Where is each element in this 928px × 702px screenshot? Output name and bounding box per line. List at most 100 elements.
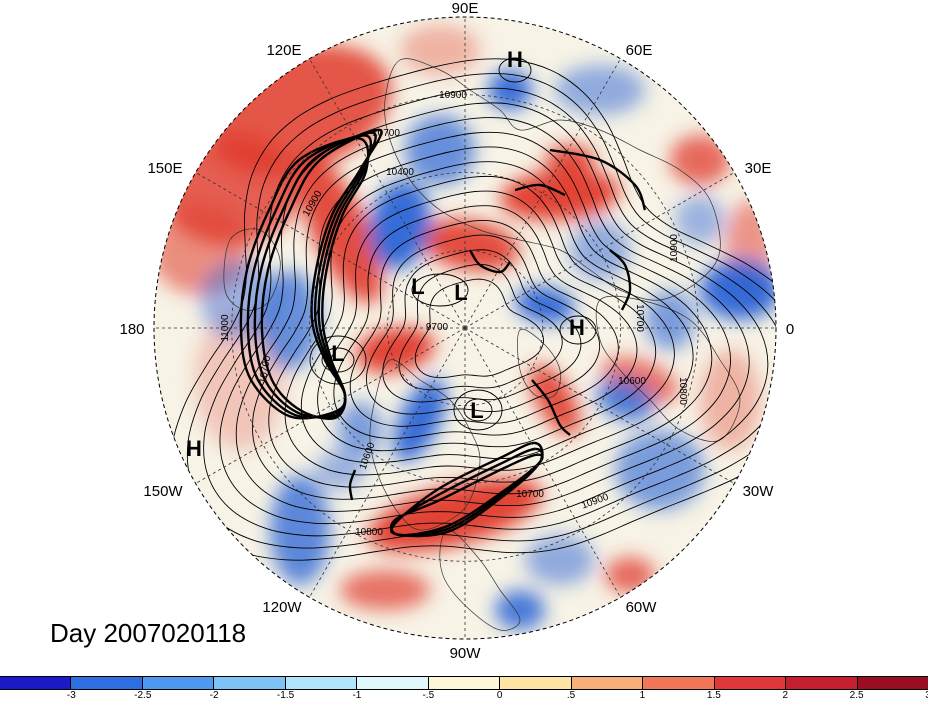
date-title: Day 2007020118	[50, 618, 247, 648]
lon-label-150w: 150W	[143, 483, 183, 500]
anomaly-field	[154, 25, 776, 630]
meridian-line	[464, 327, 621, 598]
anomaly-blob	[355, 327, 435, 373]
colorbar-segment	[786, 677, 858, 689]
coastline	[369, 359, 481, 531]
graticule	[154, 17, 776, 639]
height-contour	[333, 205, 638, 439]
colorbar-segment	[214, 677, 286, 689]
anomaly-blob	[515, 286, 575, 324]
height-contour	[268, 146, 713, 488]
pressure-center-low: L	[470, 398, 483, 423]
meridian-line	[309, 327, 466, 598]
closed-contour	[559, 315, 597, 345]
anomaly-blob	[340, 570, 430, 610]
height-contour	[252, 131, 731, 500]
anomaly-blob	[270, 475, 330, 585]
contour-label: 10700	[516, 489, 544, 500]
closed-contour	[453, 389, 503, 431]
colorbar-segment	[643, 677, 715, 689]
lon-label-90w: 90W	[450, 645, 482, 662]
map-boundary	[153, 16, 777, 640]
anomaly-blob	[393, 378, 447, 462]
contour-label: 10800	[677, 377, 688, 405]
lon-label-90e: 90E	[452, 0, 479, 17]
jet-contour	[531, 379, 571, 436]
lon-label-30w: 30W	[743, 483, 775, 500]
anomaly-blob	[545, 145, 595, 175]
colorbar-segment	[857, 677, 928, 689]
jet-contour	[468, 249, 511, 274]
contour-label: 10900	[439, 90, 467, 101]
anomaly-blob	[400, 25, 480, 75]
colorbar-tick-label: -1.5	[276, 690, 295, 701]
contour-label: 10600	[618, 376, 646, 387]
lon-label-120w: 120W	[262, 599, 302, 616]
contour-label: 9700	[426, 322, 449, 333]
contour-label: 10700	[258, 354, 274, 384]
lon-label-0: 0	[786, 321, 794, 338]
colorbar-tick-label: 2.5	[849, 690, 864, 701]
colorbar-segment	[142, 677, 215, 689]
height-contour	[414, 278, 544, 379]
pressure-center-low: L	[411, 274, 424, 299]
colorbar-segment	[714, 677, 787, 689]
anomaly-blob	[338, 402, 382, 458]
closed-contour	[463, 398, 493, 422]
height-contour	[235, 117, 750, 512]
colorbar-tick-label: -1	[352, 690, 362, 701]
colorbar-segment	[357, 677, 429, 689]
jet-contour	[390, 441, 544, 538]
pressure-center-high: H	[186, 436, 202, 461]
closed-contour	[411, 273, 469, 307]
colorbar-tick-label: 2	[782, 690, 788, 701]
anomaly-blob	[315, 450, 365, 490]
meridian-line	[464, 172, 735, 329]
contour-label: 10900	[669, 234, 680, 262]
anomaly-blob	[297, 156, 383, 304]
map-disk	[154, 17, 776, 639]
meridian-line	[195, 172, 466, 329]
anomaly-blob	[525, 535, 595, 585]
jet-contour	[514, 183, 566, 197]
lon-label-30e: 30E	[745, 160, 772, 177]
colorbar-segment	[285, 677, 358, 689]
anomaly-blob	[670, 135, 730, 185]
height-contour	[398, 263, 563, 391]
colorbar	[0, 676, 928, 690]
lon-label-60e: 60E	[626, 42, 653, 59]
height-contour	[170, 58, 776, 561]
colorbar-segment	[571, 677, 644, 689]
colorbar-segment	[71, 677, 143, 689]
latitude-circle	[231, 94, 699, 562]
anomaly-blob	[555, 65, 645, 115]
latitude-circle	[386, 249, 544, 407]
closed-contour	[498, 57, 532, 83]
closed-contour	[309, 335, 367, 385]
anomaly-blob	[488, 70, 532, 110]
anomaly-blob	[645, 290, 695, 350]
height-contour	[382, 249, 582, 403]
jet-contour	[239, 137, 370, 420]
colorbar-tick-labels: -3 -2.5 -2 -1.5 -1 -.5 0 .5 1 1.5 2 2.5 3	[0, 690, 928, 702]
jet-contour	[348, 469, 357, 501]
anomaly-blob	[605, 557, 655, 593]
jet-contour	[253, 131, 377, 419]
height-contour	[317, 190, 657, 452]
pressure-center-high: H	[569, 315, 585, 340]
height-contours	[170, 57, 776, 561]
meridian-line	[464, 58, 621, 329]
height-contour	[366, 234, 601, 415]
colorbar-tick-label: 3	[925, 690, 928, 701]
meridian-line	[195, 327, 466, 484]
lon-label-60w: 60W	[626, 599, 658, 616]
coastline	[384, 58, 721, 301]
anomaly-blob	[420, 218, 520, 272]
jet-contour	[609, 249, 632, 311]
lon-label-120e: 120E	[266, 42, 301, 59]
anomaly-blob	[405, 115, 475, 185]
closed-contour	[321, 347, 355, 373]
contour-label: 10700	[372, 128, 400, 139]
lon-label-150e: 150E	[147, 160, 182, 177]
